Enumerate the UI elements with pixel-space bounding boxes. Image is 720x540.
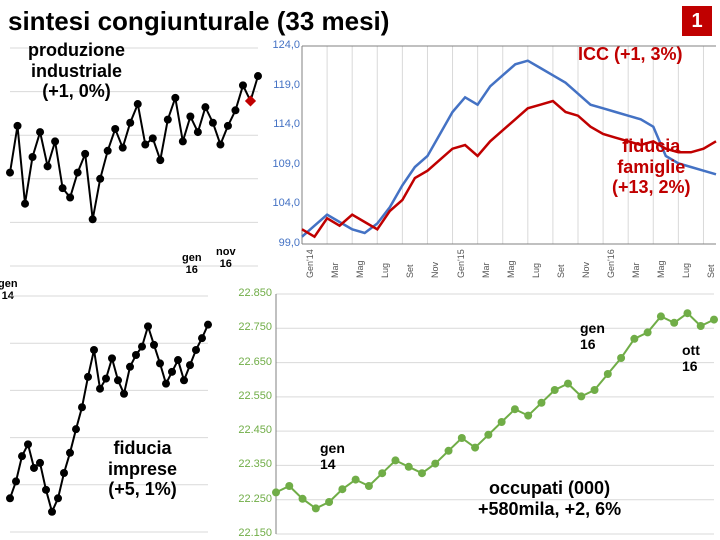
xtick: Gen'15 [456, 249, 466, 278]
ytick: 99,0 [260, 237, 300, 249]
label-occupati: occupati (000) +580mila, +2, 6% [478, 478, 621, 519]
xaxis-occ-start: gen 14 [320, 440, 345, 472]
label-icc: ICC (+1, 3%) [578, 44, 683, 65]
ytick: 22.150 [224, 527, 272, 539]
slide-title: sintesi congiunturale (33 mesi) [8, 6, 389, 37]
xtick: Set [706, 264, 716, 278]
ytick: 22.550 [224, 390, 272, 402]
ytick: 114,0 [260, 118, 300, 130]
xtick: Set [556, 264, 566, 278]
chart-imprese-svg [4, 290, 214, 538]
ytick: 22.250 [224, 493, 272, 505]
xtick: Mar [481, 263, 491, 279]
slide-root: sintesi congiunturale (33 mesi) 1 produz… [0, 0, 720, 540]
ytick: 104,0 [260, 197, 300, 209]
xtick: Mar [631, 263, 641, 279]
xtick: Lug [681, 263, 691, 278]
xaxis-prod-end: nov 16 [216, 246, 236, 270]
ytick: 124,0 [260, 39, 300, 51]
chart-occupati: 22.150 22.250 22.350 22.450 22.550 22.650 22.7… [218, 288, 720, 540]
xtick: Mag [656, 260, 666, 278]
xtick: Set [405, 264, 415, 278]
ytick: 22.350 [224, 458, 272, 470]
xtick: Lug [531, 263, 541, 278]
ytick: 119,0 [260, 79, 300, 91]
label-produzione: produzione industriale (+1, 0%) [28, 40, 125, 102]
ytick: 22.750 [224, 321, 272, 333]
label-fiducia-famiglie: fiducia famiglie (+13, 2%) [612, 136, 691, 198]
page-number-badge: 1 [682, 6, 712, 36]
title-row: sintesi congiunturale (33 mesi) 1 [0, 0, 720, 38]
label-imprese: fiducia imprese (+5, 1%) [108, 438, 177, 500]
xtick: Gen'16 [606, 249, 616, 278]
chart-imprese [4, 290, 214, 538]
ytick: 22.850 [224, 287, 272, 299]
xaxis-occ-end: ott 16 [682, 342, 700, 374]
xtick: Lug [380, 263, 390, 278]
xtick: Mag [355, 260, 365, 278]
xtick: Gen'14 [305, 249, 315, 278]
xtick: Nov [430, 262, 440, 278]
ytick: 22.450 [224, 424, 272, 436]
xaxis-occ-mid: gen 16 [580, 320, 605, 352]
ytick: 109,0 [260, 158, 300, 170]
xaxis-prod-mid: gen 16 [182, 252, 202, 276]
xtick: Nov [581, 262, 591, 278]
ytick: 22.650 [224, 356, 272, 368]
xtick: Mar [330, 263, 340, 279]
xtick: Mag [506, 260, 516, 278]
chart-occupati-svg [218, 288, 720, 540]
